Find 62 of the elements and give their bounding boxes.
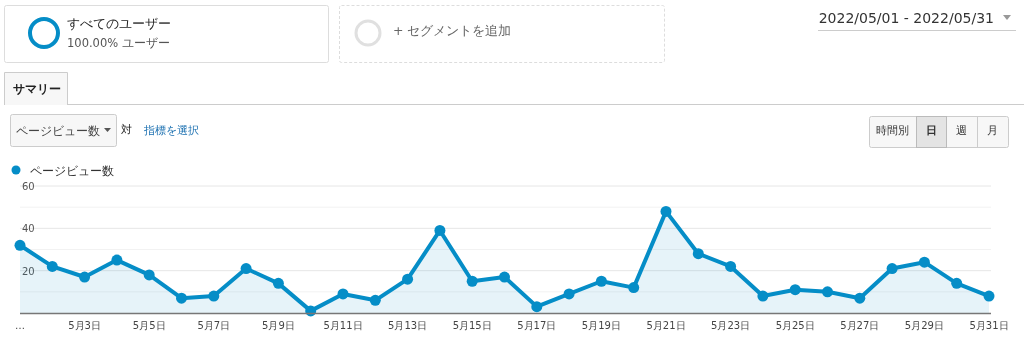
legend-label: ページビュー数 xyxy=(30,163,114,178)
point xyxy=(143,269,155,281)
x-tick-label: 5月25日 xyxy=(775,320,815,331)
point xyxy=(789,284,801,296)
text: 週 xyxy=(955,124,967,137)
x-tick-label: 5月11日 xyxy=(323,320,363,331)
x-tick-label: 5月23日 xyxy=(711,320,751,331)
text: 日 xyxy=(925,124,937,137)
point xyxy=(628,282,640,294)
x-tick-label: 5月17日 xyxy=(517,320,557,331)
point xyxy=(854,292,866,304)
point xyxy=(79,271,91,283)
y-tick-label: 60 xyxy=(22,181,35,192)
text: すべてのユーザー xyxy=(67,16,171,31)
x-tick-label: … xyxy=(15,320,25,331)
text: 月 xyxy=(986,124,998,137)
text: 指標を選択 xyxy=(143,124,199,136)
y-tick-label: 20 xyxy=(22,265,35,277)
text: 2022/05/01 - 2022/05/31 xyxy=(818,10,994,26)
text: 時間別 xyxy=(875,124,909,136)
text: ページビュー数 xyxy=(16,124,100,138)
point xyxy=(983,290,995,302)
point xyxy=(951,277,963,289)
point xyxy=(563,288,575,300)
text: + セグメントを追加 xyxy=(393,23,512,38)
point xyxy=(822,286,833,298)
point xyxy=(757,290,769,302)
point xyxy=(725,260,737,272)
x-tick-label: 5月29日 xyxy=(904,320,944,331)
point xyxy=(434,224,446,236)
point xyxy=(240,263,252,275)
x-tick-label: 5月5日 xyxy=(132,320,166,331)
point xyxy=(595,275,607,287)
point xyxy=(466,275,478,287)
point xyxy=(14,239,26,251)
point xyxy=(208,290,220,302)
point xyxy=(272,277,284,289)
x-tick-label: 5月13日 xyxy=(388,320,428,331)
text: サマリー xyxy=(13,82,61,96)
point xyxy=(660,205,672,217)
y-tick-label: 40 xyxy=(22,223,35,235)
point xyxy=(46,260,58,272)
x-tick-label: 5月21日 xyxy=(646,320,686,331)
point xyxy=(918,256,930,268)
point xyxy=(499,271,510,283)
x-tick-label: 5月27日 xyxy=(840,320,880,331)
point xyxy=(176,292,187,304)
point xyxy=(337,288,349,300)
point xyxy=(886,263,898,275)
text: 対 xyxy=(121,123,132,136)
point xyxy=(369,294,381,306)
point xyxy=(402,273,414,285)
x-tick-label: 5月9日 xyxy=(262,320,295,331)
x-tick-label: 5月31日 xyxy=(969,320,1009,331)
point xyxy=(692,248,704,260)
point xyxy=(111,254,123,266)
x-tick-label: 5月19日 xyxy=(581,320,621,331)
x-tick-label: 5月3日 xyxy=(68,320,101,331)
x-tick-label: 5月15日 xyxy=(452,320,492,331)
x-tick-label: 5月7日 xyxy=(197,320,231,331)
text: 100.00% ユーザー xyxy=(67,36,170,50)
point xyxy=(531,301,543,313)
